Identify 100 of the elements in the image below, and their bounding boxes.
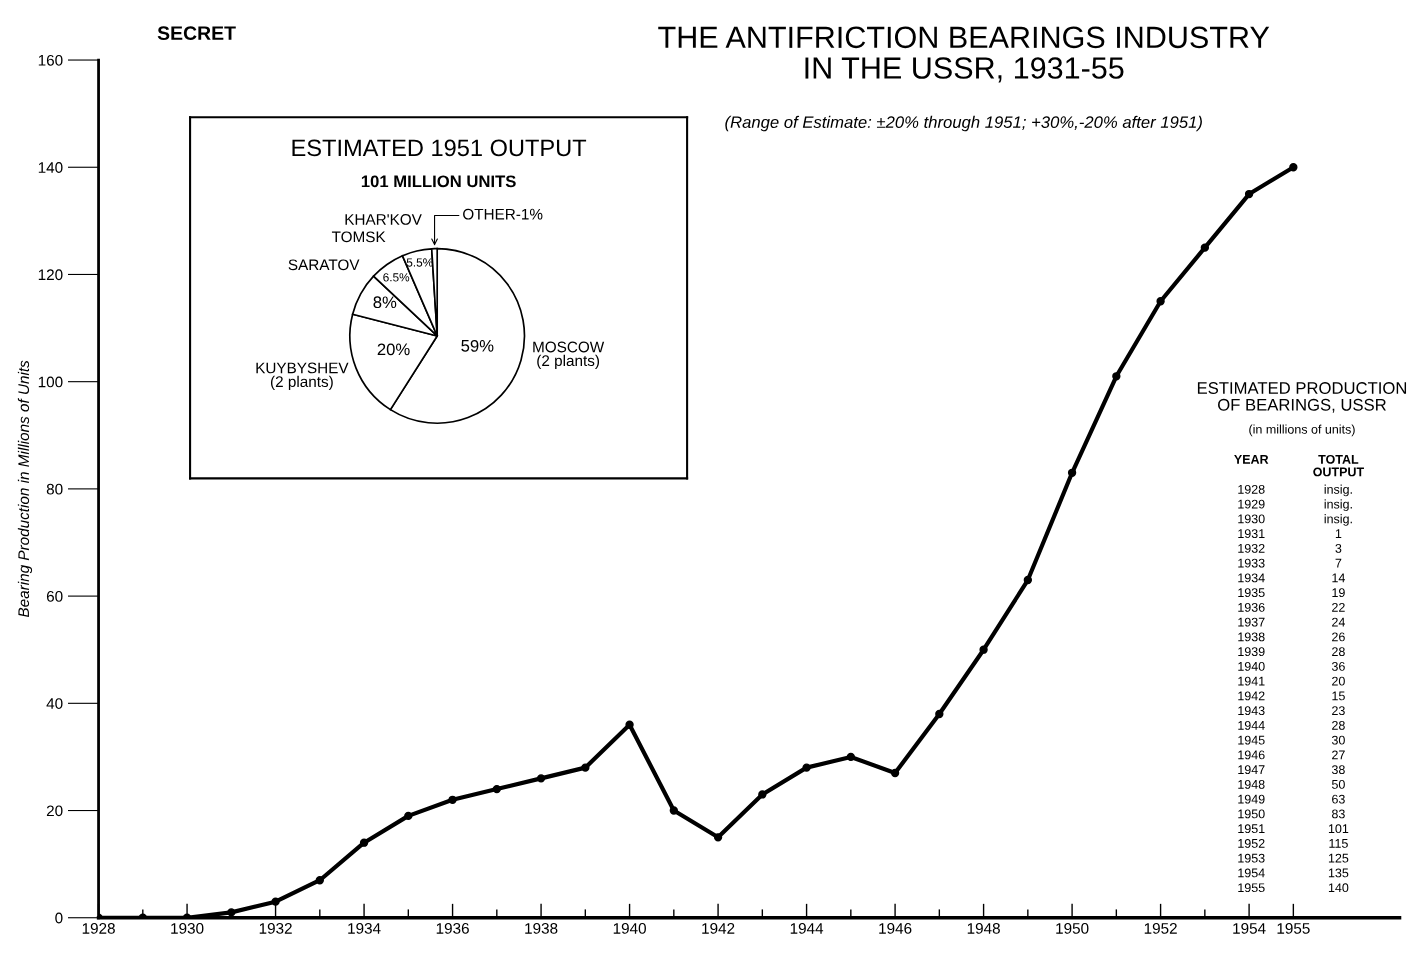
annotation: TOTAL OUTPUT	[1313, 454, 1364, 477]
annotation: 1939	[1238, 647, 1265, 657]
annotation: 1945	[1238, 735, 1265, 745]
annotation: 14	[1332, 573, 1345, 583]
annotation: 1930	[1238, 514, 1265, 524]
annotation: 3	[1335, 543, 1342, 553]
annotation: 83	[1332, 809, 1345, 819]
annotation: 1931	[1238, 529, 1265, 539]
annotation: 28	[1332, 720, 1345, 730]
x-tick-label: 1954	[1233, 923, 1266, 934]
data-label: 20%	[377, 343, 410, 356]
annotation: 101	[1328, 824, 1349, 834]
annotation: 1941	[1238, 676, 1265, 686]
y-tick-label: 20	[46, 805, 63, 817]
annotation: 28	[1332, 647, 1345, 657]
x-tick-label: 1930	[171, 923, 204, 934]
annotation: 1948	[1238, 779, 1265, 789]
annotation: 1940	[1238, 661, 1265, 671]
annotation: 1936	[1238, 602, 1265, 612]
slice-label: MOSCOW (2 plants)	[533, 341, 605, 370]
annotation: 27	[1332, 750, 1345, 760]
y-axis-title: Bearing Production in Millions of Units	[17, 360, 33, 618]
annotation: insig.	[1324, 499, 1352, 512]
y-tick-label: 80	[46, 483, 63, 495]
x-tick-label: 1942	[702, 923, 735, 934]
annotation: insig.	[1324, 484, 1352, 497]
text: SECRET	[157, 26, 236, 41]
annotation: 1951	[1238, 824, 1265, 834]
annotation: 1950	[1238, 809, 1265, 819]
annotation: 1938	[1238, 632, 1265, 642]
slice-label: OTHER-1%	[463, 208, 543, 220]
annotation: 20	[1332, 676, 1345, 686]
annotation: 63	[1332, 794, 1345, 804]
annotation: (in millions of units)	[1249, 424, 1355, 437]
annotation: 115	[1329, 839, 1348, 848]
annotation: ESTIMATED PRODUCTION OF BEARINGS, USSR	[1197, 382, 1407, 413]
x-tick-label: 1955	[1277, 923, 1310, 934]
annotation: insig.	[1324, 514, 1352, 526]
annotation: 36	[1331, 661, 1345, 671]
annotation: 140	[1328, 883, 1349, 893]
annotation: 1934	[1238, 573, 1265, 583]
x-tick-label: 1950	[1056, 923, 1089, 934]
slice-label: SARATOV	[288, 259, 360, 271]
y-tick-label: 40	[46, 698, 63, 709]
annotation: 15	[1332, 691, 1345, 701]
x-tick-label: 1934	[348, 923, 381, 934]
annotation: 7	[1335, 558, 1342, 568]
annotation: 1953	[1238, 853, 1265, 863]
annotation: 1946	[1238, 750, 1265, 760]
annotation: 19	[1332, 588, 1345, 598]
annotation: 1942	[1238, 691, 1265, 701]
x-tick-label: 1948	[967, 923, 1000, 934]
annotation: 1949	[1238, 794, 1265, 804]
y-tick-label: 120	[38, 269, 63, 281]
data-label: 8%	[373, 296, 397, 309]
annotation: YEAR	[1234, 455, 1269, 464]
annotation: 50	[1331, 779, 1345, 789]
slice-label: KUYBYSHEV (2 plants)	[256, 362, 349, 391]
data-label: 6.5%	[383, 273, 410, 282]
annotation: 1952	[1238, 838, 1265, 848]
annotation: 1929	[1238, 499, 1265, 509]
annotation: 1943	[1238, 706, 1265, 716]
annotation: 1944	[1238, 720, 1265, 730]
x-tick-label: 1940	[613, 923, 646, 934]
y-tick-label: 0	[55, 912, 63, 924]
x-tick-label: 1932	[259, 923, 292, 934]
y-tick-label: 100	[38, 376, 63, 388]
x-tick-label: 1936	[436, 923, 469, 934]
y-tick-label: 140	[38, 162, 63, 173]
annotation: 22	[1332, 602, 1345, 612]
x-tick-label: 1938	[525, 923, 558, 934]
text: (Range of Estimate: ±20% through 1951; +30%,-20% after 1951)	[725, 115, 1202, 132]
chart-subtitle: 101 MILLION UNITS	[361, 175, 516, 188]
y-tick-label: 60	[46, 590, 63, 602]
annotation: 1932	[1238, 543, 1265, 553]
annotation: 26	[1332, 632, 1345, 642]
annotation: 24	[1332, 617, 1345, 627]
slice-label: KHAR'KOV	[345, 213, 422, 225]
annotation: 38	[1331, 765, 1345, 775]
x-tick-label: 1944	[790, 923, 824, 934]
y-tick-label: 160	[38, 54, 63, 66]
annotation: 135	[1328, 868, 1349, 878]
annotation: 1	[1335, 529, 1342, 538]
annotation: 1928	[1238, 484, 1265, 494]
annotation: 1954	[1238, 868, 1265, 878]
annotation: 1947	[1238, 765, 1265, 775]
annotation: 1933	[1238, 558, 1265, 568]
data-label: 5.5%	[406, 258, 433, 267]
annotation: 1935	[1238, 588, 1265, 598]
annotation: 1955	[1238, 883, 1265, 893]
chart-title: ESTIMATED 1951 OUTPUT	[292, 139, 587, 157]
annotation: 1937	[1238, 617, 1265, 627]
x-tick-label: 1952	[1144, 923, 1177, 934]
x-tick-label: 1946	[879, 923, 912, 934]
annotation: 30	[1331, 735, 1345, 745]
annotation: 23	[1332, 706, 1345, 716]
slice-label: TOMSK	[331, 231, 386, 243]
data-label: 59%	[461, 339, 494, 352]
annotation: 125	[1328, 853, 1349, 863]
chart-title: THE ANTIFRICTION BEARINGS INDUSTRY IN THE USSR, 1931-55	[658, 26, 1270, 83]
